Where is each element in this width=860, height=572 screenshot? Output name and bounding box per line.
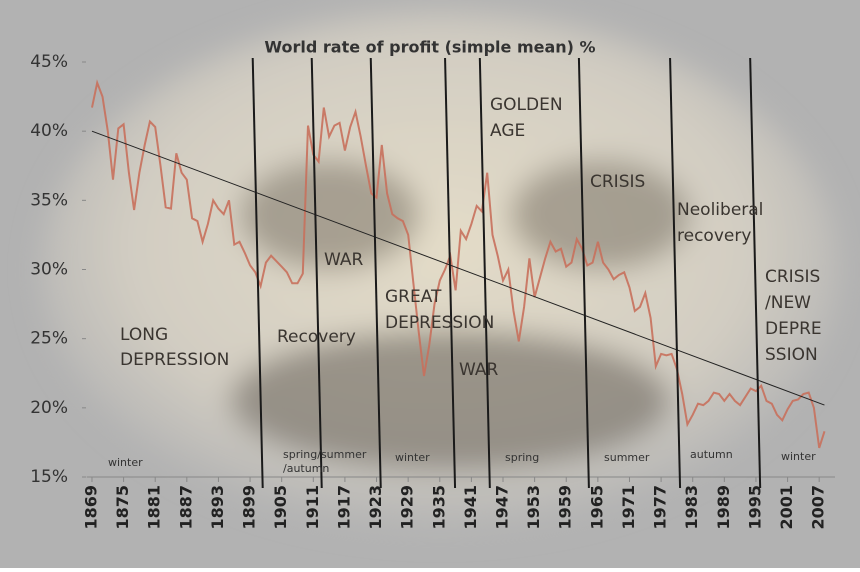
annotation: GOLDEN <box>490 95 563 115</box>
annotation: /NEW <box>765 293 811 313</box>
data-line <box>91 79 826 449</box>
annotation: DEPRESSION <box>385 313 494 333</box>
x-tick-label: 1929 <box>398 485 417 530</box>
background-image <box>40 10 840 530</box>
x-tick-label: 1899 <box>240 485 259 530</box>
y-tick-label: 30% <box>30 260 68 280</box>
divider <box>369 57 382 489</box>
season-label: autumn <box>690 448 733 461</box>
divider <box>478 57 491 489</box>
divider <box>577 57 590 489</box>
divider <box>444 57 457 489</box>
season-label: summer <box>604 451 650 464</box>
annotation: recovery <box>677 226 751 246</box>
annotation: DEPRE <box>765 319 822 339</box>
x-tick-label: 1977 <box>651 485 670 530</box>
x-tick-label: 1965 <box>587 485 606 530</box>
x-tick-label: 1881 <box>145 485 164 530</box>
season-label: winter <box>108 456 143 469</box>
season-label: winter <box>395 451 430 464</box>
chart-title: World rate of profit (simple mean) % <box>264 38 595 57</box>
y-tick-label: 25% <box>30 329 68 349</box>
annotation: CRISIS <box>590 172 645 192</box>
annotation: WAR <box>459 360 499 380</box>
y-tick-label: 15% <box>30 467 68 487</box>
season-label: spring <box>505 451 539 464</box>
x-tick-label: 1923 <box>366 485 385 530</box>
divider <box>749 57 762 489</box>
y-tick-label: 35% <box>30 190 68 210</box>
season-label: /autumn <box>283 462 329 475</box>
x-tick-label: 1905 <box>271 485 290 530</box>
trendline <box>91 130 825 406</box>
annotation: AGE <box>490 121 525 141</box>
x-tick-label: 1953 <box>524 485 543 530</box>
x-tick-label: 1959 <box>556 485 575 530</box>
divider <box>669 57 682 489</box>
x-tick-label: 1917 <box>334 485 353 530</box>
x-tick-label: 2007 <box>809 485 828 530</box>
x-tick-label: 1941 <box>461 485 480 530</box>
y-tick-label: 45% <box>30 52 68 72</box>
x-tick-label: 1995 <box>745 485 764 530</box>
x-tick-label: 1935 <box>429 485 448 530</box>
annotation: WAR <box>324 250 364 270</box>
y-tick-label: 40% <box>30 121 68 141</box>
x-tick-label: 1989 <box>714 485 733 530</box>
divider <box>251 57 264 489</box>
x-tick-label: 1971 <box>619 485 638 530</box>
x-tick-label: 1983 <box>682 485 701 530</box>
x-tick-label: 1869 <box>81 485 100 530</box>
annotation: Neoliberal <box>677 200 763 220</box>
x-tick-label: 2001 <box>777 485 796 530</box>
x-tick-label: 1875 <box>113 485 132 530</box>
annotation: DEPRESSION <box>120 350 229 370</box>
divider <box>310 57 323 489</box>
season-label: spring/summer <box>283 448 367 461</box>
annotation: Recovery <box>277 327 356 347</box>
x-tick-label: 1887 <box>176 485 195 530</box>
annotation: CRISIS <box>765 267 820 287</box>
season-label: winter <box>781 450 816 463</box>
x-tick-label: 1911 <box>303 485 322 530</box>
y-tick-label: 20% <box>30 398 68 418</box>
x-tick-label: 1893 <box>208 485 227 530</box>
x-tick-label: 1947 <box>493 485 512 530</box>
annotation: SSION <box>765 345 818 365</box>
annotation: LONG <box>120 325 168 345</box>
annotation: GREAT <box>385 287 442 307</box>
